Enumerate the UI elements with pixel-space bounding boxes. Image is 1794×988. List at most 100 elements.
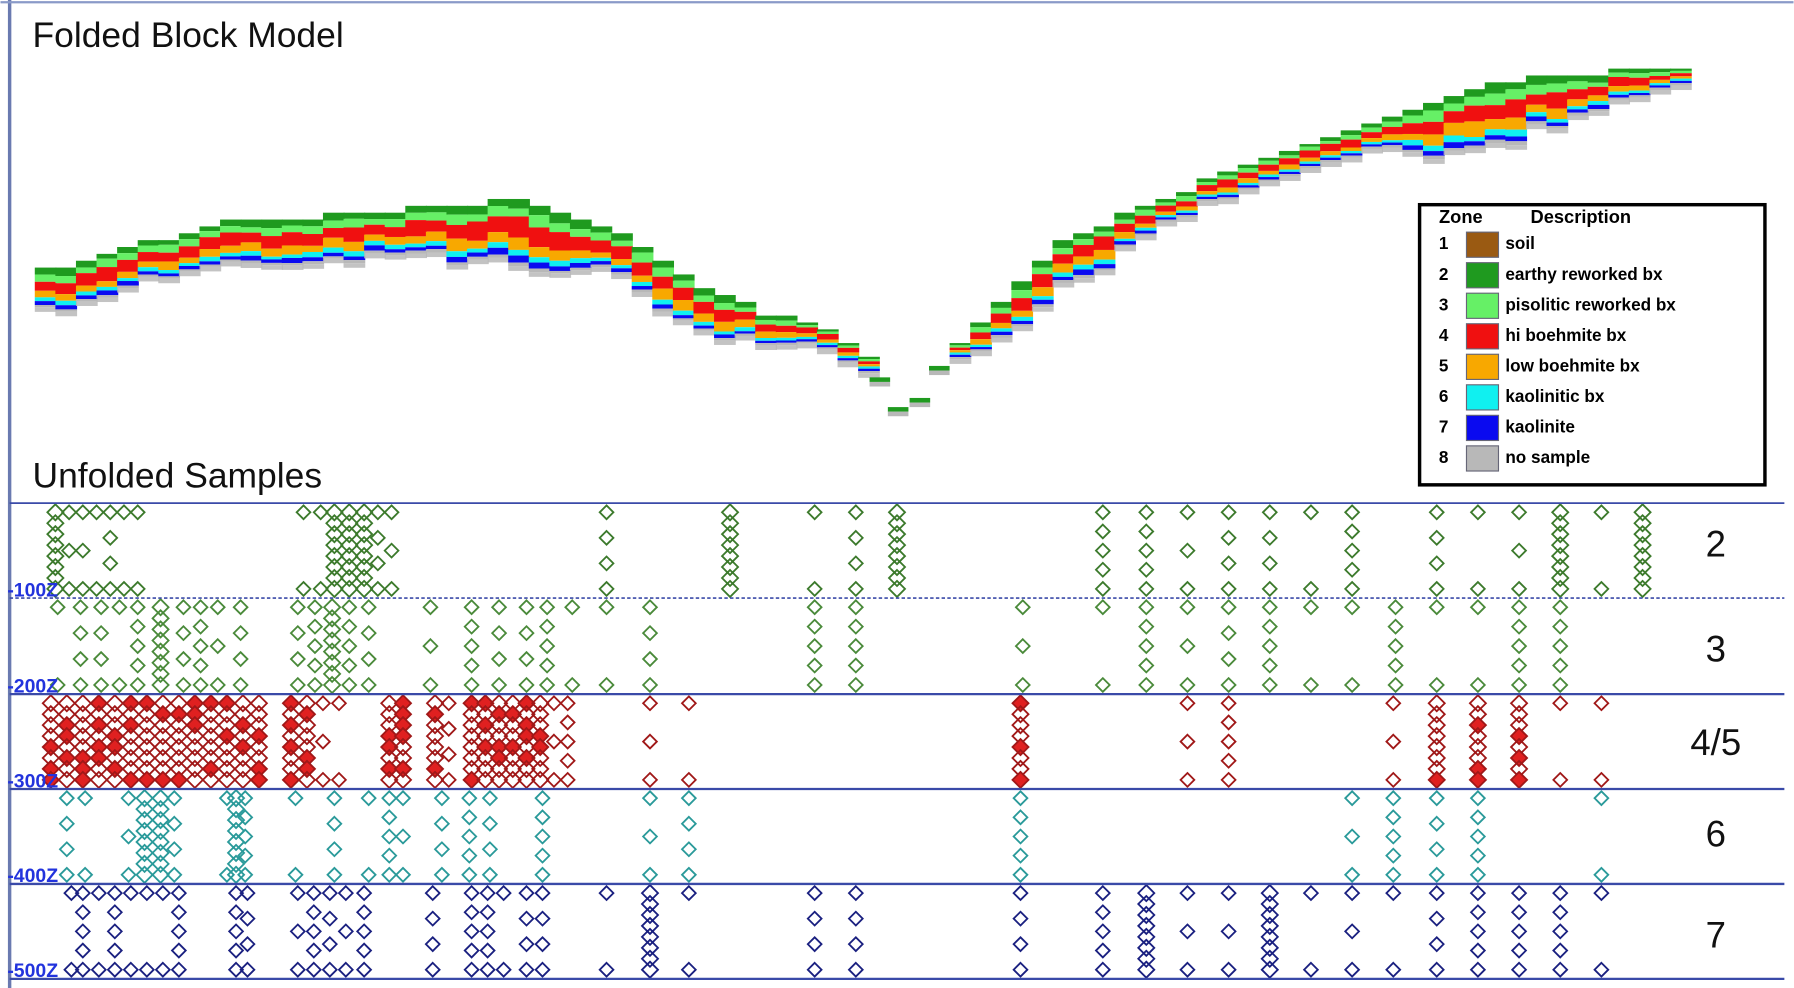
block-layer: [1073, 256, 1095, 264]
block-layer: [1094, 260, 1116, 265]
block-layer: [1300, 162, 1322, 164]
block-layer: [179, 258, 201, 263]
block-layer: [1114, 244, 1136, 246]
block-layer: [1238, 183, 1260, 185]
block-layer: [714, 331, 736, 334]
block-layer: [1649, 76, 1671, 80]
block-layer: [261, 236, 283, 249]
block-layer: [35, 275, 57, 282]
block-layer: [1176, 192, 1198, 196]
block-layer: [199, 231, 221, 237]
block-base: [1382, 147, 1404, 152]
block-layer: [1300, 158, 1322, 162]
block-layer: [950, 348, 972, 351]
block-layer: [950, 352, 972, 354]
block-layer: [991, 302, 1013, 308]
block-layer: [1588, 87, 1610, 96]
block-layer: [950, 345, 972, 347]
block-layer: [1094, 236, 1116, 249]
block-layer: [302, 226, 324, 234]
block-layer: [1258, 158, 1280, 161]
block-layer: [1382, 143, 1404, 146]
block-layer: [1649, 69, 1671, 73]
block-layer: [1279, 170, 1301, 172]
block-layer: [611, 259, 633, 265]
block-layer: [405, 206, 427, 213]
block-base: [1114, 247, 1136, 252]
block-layer: [970, 349, 992, 351]
block-layer: [1320, 160, 1342, 162]
block-layer: [1341, 140, 1363, 148]
block-layer: [858, 369, 880, 371]
block-layer: [796, 337, 818, 339]
block-layer: [1320, 137, 1342, 141]
block-layer: [179, 233, 201, 239]
block-layer: [97, 287, 119, 291]
block-layer: [1238, 173, 1260, 179]
block-base: [1629, 98, 1651, 103]
block-layer: [97, 290, 119, 295]
block-layer: [405, 213, 427, 220]
block-layer: [776, 343, 798, 345]
block-layer: [344, 242, 366, 251]
block-layer: [796, 339, 818, 341]
block-layer: [735, 334, 757, 336]
block-layer: [1176, 196, 1198, 201]
block-layer: [385, 227, 407, 237]
block-layer: [199, 226, 221, 231]
block-layer: [549, 223, 571, 232]
block-layer: [858, 361, 880, 364]
block-base: [735, 336, 757, 341]
block-layer: [55, 294, 77, 301]
block-layer: [1670, 73, 1692, 76]
block-layer: [199, 237, 221, 249]
block-layer: [1588, 105, 1610, 109]
block-layer: [1464, 106, 1486, 122]
block-layer: [488, 216, 510, 232]
legend-swatch: [1466, 263, 1498, 288]
block-layer: [1382, 122, 1404, 127]
block-layer: [1547, 92, 1569, 108]
block-base: [76, 301, 98, 306]
block-base: [888, 412, 909, 417]
block-layer: [1155, 206, 1177, 212]
block-layer: [1444, 96, 1466, 103]
block-layer: [693, 302, 715, 314]
block-base: [241, 263, 263, 268]
block-layer: [570, 237, 592, 251]
block-layer: [991, 328, 1013, 331]
block-layer: [1526, 116, 1548, 121]
block-layer: [1032, 296, 1054, 300]
block-layer: [950, 355, 972, 357]
block-layer: [323, 228, 345, 238]
block-layer: [158, 276, 180, 278]
block-base: [1258, 182, 1280, 187]
block-layer: [1258, 175, 1280, 178]
block-layer: [693, 322, 715, 326]
block-layer: [220, 256, 242, 259]
block-layer: [611, 272, 633, 274]
depth-label: -300Z: [7, 770, 58, 792]
block-layer: [970, 327, 992, 332]
depth-label: -400Z: [7, 865, 58, 887]
block-layer: [1135, 228, 1157, 231]
block-layer: [220, 226, 242, 232]
block-layer: [1197, 178, 1219, 182]
block-layer: [1238, 178, 1260, 183]
block-layer: [55, 268, 77, 276]
block-layer: [1547, 75, 1569, 83]
block-layer: [508, 217, 530, 238]
block-layer: [1073, 233, 1095, 239]
block-layer: [632, 286, 654, 290]
block-layer: [1567, 75, 1589, 81]
block-layer: [991, 332, 1013, 335]
block-layer: [817, 340, 839, 343]
block-base: [632, 292, 654, 297]
legend-zone: 5: [1439, 355, 1449, 375]
block-layer: [1238, 185, 1260, 187]
block-layer: [1485, 129, 1507, 135]
block-layer: [591, 226, 613, 232]
block-base: [1053, 283, 1075, 288]
block-layer: [97, 254, 119, 259]
legend-zone: 6: [1439, 386, 1449, 406]
